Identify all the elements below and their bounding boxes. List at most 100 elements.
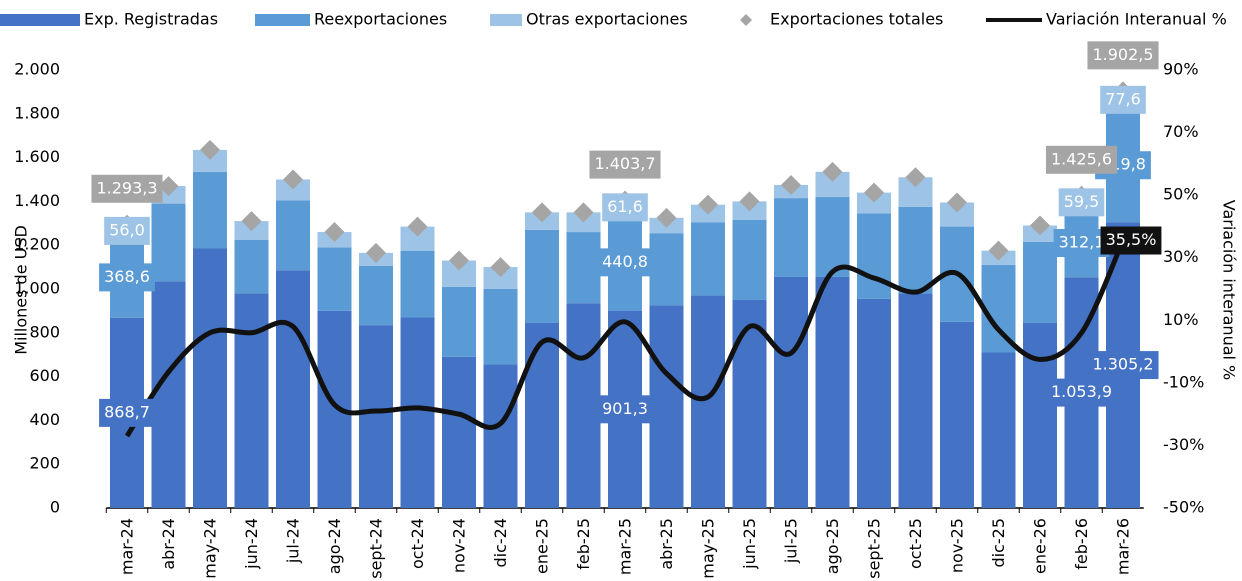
label-text: 312,1 [1059,233,1105,252]
x-tick-label: ago-24 [325,518,344,574]
total-marker [158,176,179,197]
bar-segment [981,352,1016,508]
x-tick-label: jul-24 [284,518,303,564]
x-tick-label: abr-25 [657,518,676,570]
yoy-line [124,239,1126,438]
label-box [1053,229,1110,258]
y2-tick-label: 70% [1163,122,1199,141]
legend-label: Reexportaciones [314,10,447,29]
bar-segment [732,220,767,300]
total-marker [905,167,926,188]
data-label: 1.053,9 [1045,378,1118,407]
bar-segment [649,233,684,306]
x-tick-label: dic-25 [989,518,1008,568]
x-tick-label: oct-25 [906,518,925,569]
label-box [1045,145,1118,174]
y-tick-label: 0 [50,498,60,517]
bar-segment [940,321,974,508]
bar-segment [276,179,310,201]
bar-segment [317,247,352,311]
bar-segment [151,203,186,282]
data-label: 440,8 [597,248,653,277]
y-tick-label: 1.400 [14,191,60,210]
x-tick-label: jun-25 [740,518,759,570]
bar-segment [857,213,891,299]
bar-segment [276,270,310,508]
x-tick-label: nov-24 [450,518,469,573]
x-tick-label: mar-26 [1114,518,1133,575]
label-box [1100,226,1162,255]
data-label: 1.902,5 [1087,41,1159,70]
bar-segment [151,281,186,508]
label-box [91,174,163,203]
label-box [99,398,155,427]
y-tick-label: 200 [29,454,60,473]
bar-segment [857,192,891,214]
x-tick-label: ene-25 [533,518,552,574]
bar-segment [857,298,891,508]
bar-segment [815,276,850,508]
data-label: 868,7 [99,398,155,427]
bar-segment [1023,241,1057,323]
bar-segment [774,198,808,277]
label-text: 1.293,3 [96,178,157,197]
label-text: 1.403,7 [594,154,655,173]
y-tick-label: 2.000 [14,60,60,79]
label-box [104,216,150,245]
y-tick-label: 1.200 [14,235,60,254]
total-marker [283,169,303,190]
line-layer [124,239,1126,438]
y-tick-label: 1.800 [14,103,60,122]
labels: 868,7 901,3 1.053,9 1.305,2 368,6 440,8 312,1 5… [91,41,1162,427]
total-marker [698,194,718,215]
bar-segment [483,364,518,508]
label-box [1058,188,1105,217]
bar-segment [400,317,435,508]
label-text: 61,6 [607,197,643,216]
x-tick-label: feb-26 [1072,518,1091,570]
y-tick-label: 400 [29,410,60,429]
y-tick-label: 600 [29,366,60,385]
x-tick-label: ene-26 [1031,518,1050,574]
bar-segment [442,356,476,508]
y-tick-label: 1.000 [14,279,60,298]
data-label: 77,6 [1100,85,1146,114]
label-text: 440,8 [602,252,648,271]
total-marker [490,257,511,278]
y-axis-title: Millones de USD [12,225,31,355]
bar-segment [359,266,393,326]
bar-segment [317,310,352,508]
x-tick-label: mar-25 [616,518,635,575]
label-box [1087,41,1159,70]
x-tick-label: oct-24 [408,518,427,569]
data-label: 59,5 [1058,188,1105,217]
total-marker [449,250,469,271]
legend-swatch [255,14,310,26]
x-tick-label: may-25 [699,518,718,579]
total-marker [1030,215,1050,236]
label-text: 1.902,5 [1092,45,1153,64]
x-tick-label: jun-24 [242,518,261,570]
total-marker [822,161,843,182]
bar-segment [234,239,269,294]
x-tick-label: mar-24 [118,518,137,575]
label-text: 901,3 [602,399,648,418]
label-box [597,248,653,277]
y2-tick-label: -50% [1163,498,1204,517]
label-box [1100,85,1146,114]
y2-axis-title: Variación interanual % [1220,200,1239,381]
label-text: 35,5% [1106,230,1157,249]
y-tick-label: 1.600 [14,147,60,166]
bar-segment [193,149,227,172]
legend-label: Exp. Registradas [84,10,218,29]
data-label: 35,5% [1100,226,1162,255]
label-text: 59,5 [1064,192,1100,211]
label-box [597,395,653,424]
label-text: 868,7 [104,402,150,421]
data-label: 1.305,2 [1087,351,1159,380]
x-tick-label: jul-25 [782,518,801,564]
total-marker [241,211,262,232]
bar-segment [400,250,435,318]
bar-segment [193,171,227,249]
